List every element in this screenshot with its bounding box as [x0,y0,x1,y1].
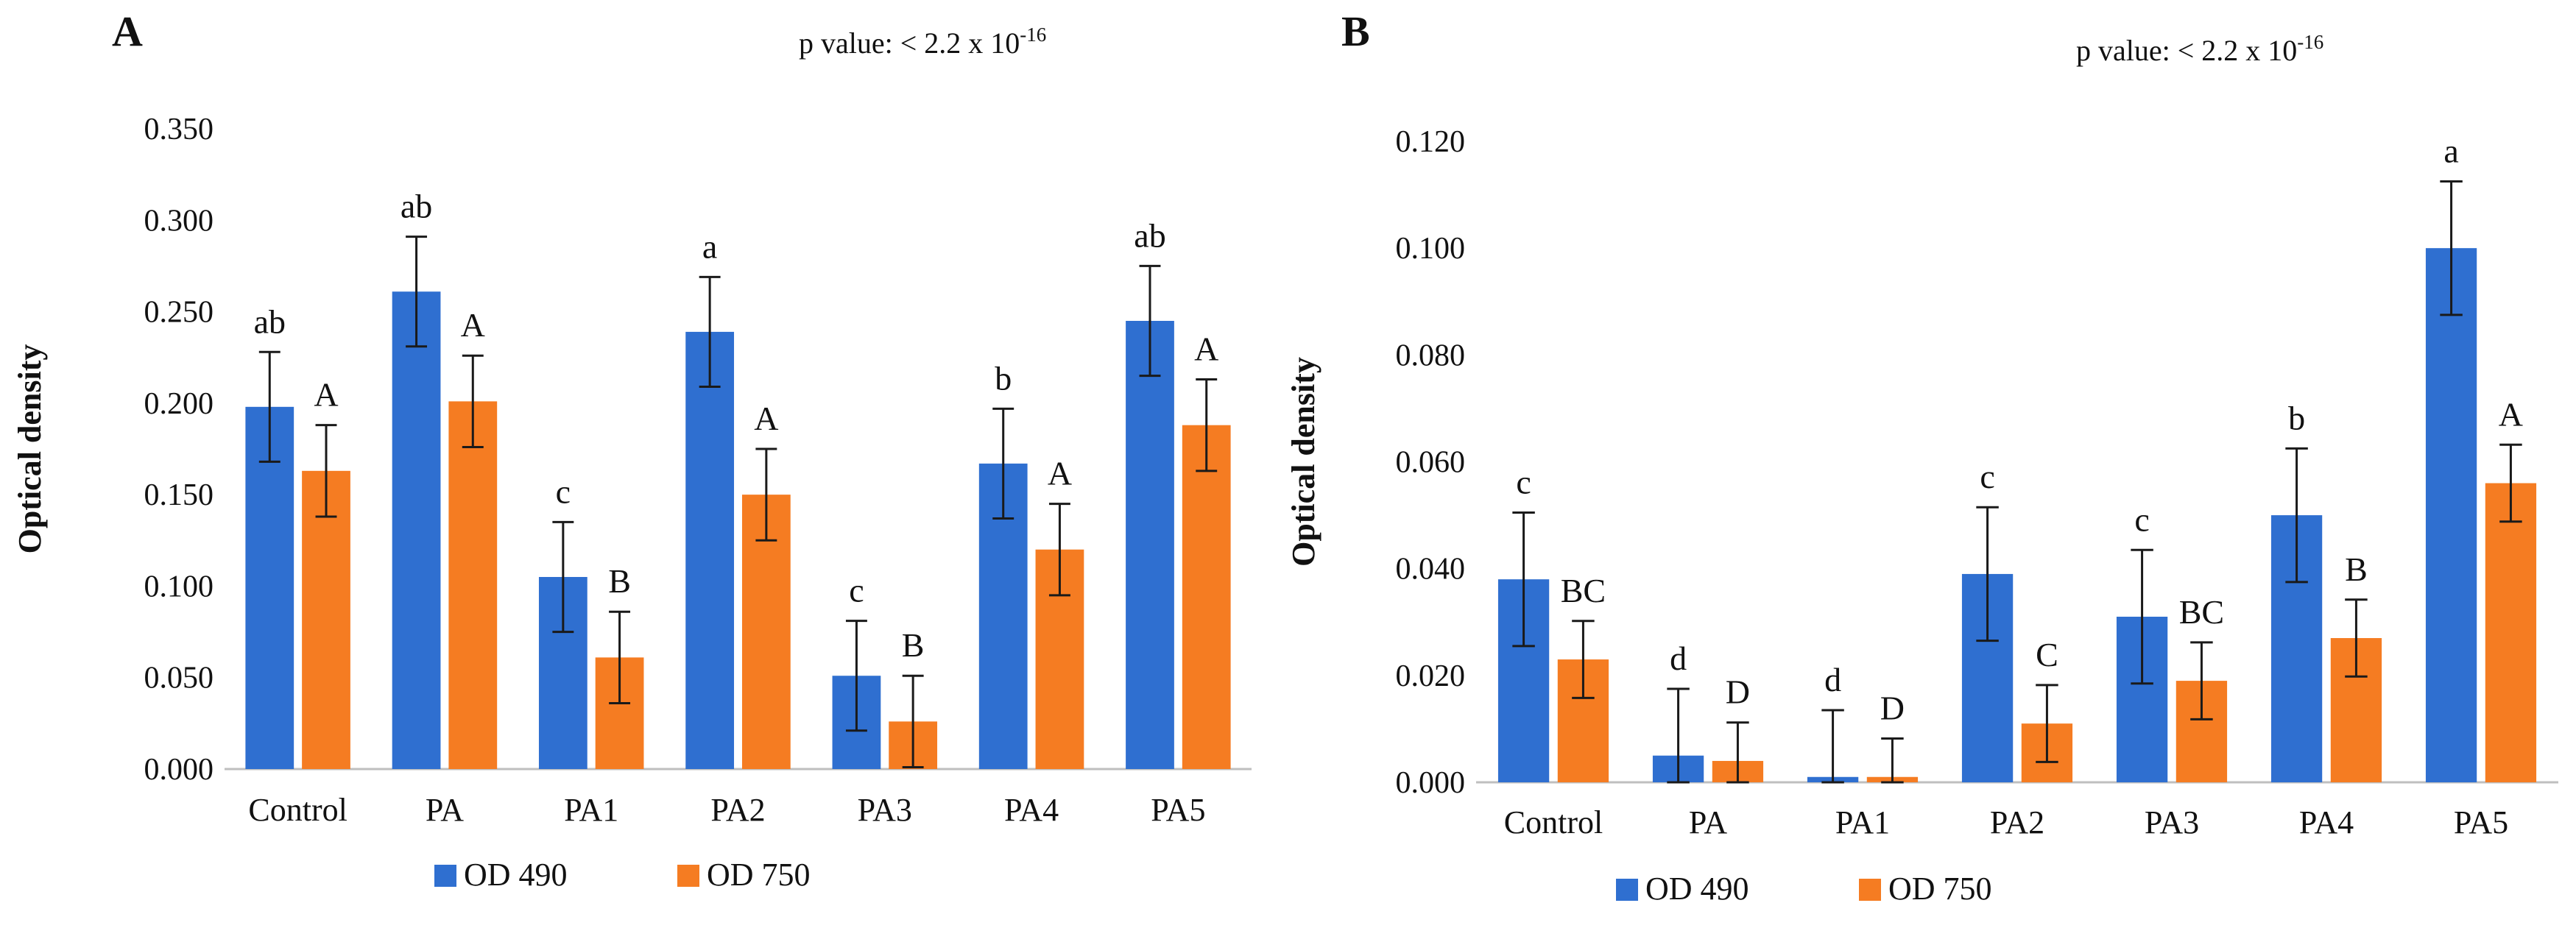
y-tick-label: 0.000 [1396,766,1466,800]
significance-label: A [2499,395,2523,433]
legend-swatch-od750 [1859,879,1881,901]
significance-label: B [608,562,631,600]
p-value-prefix: p value: < 2.2 x 10 [799,26,1020,60]
y-tick-label: 0.250 [144,296,214,330]
x-tick-label: PA1 [1835,804,1890,840]
y-tick-label: 0.020 [1396,659,1466,693]
p-value-label: p value: < 2.2 x 10-16 [799,24,1046,60]
significance-label: BC [2179,593,2224,631]
x-tick-label: PA2 [1990,804,2044,840]
y-tick-label: 0.100 [1396,232,1466,266]
significance-label: c [1980,458,1994,495]
significance-label: ab [1134,216,1165,254]
legend-label: OD 490 [1645,871,1749,907]
significance-label: B [902,626,925,664]
x-tick-label: Control [1504,804,1603,840]
significance-label: b [995,359,1012,397]
y-tick-label: 0.060 [1396,446,1466,480]
panel-label: B [1341,7,1370,55]
significance-label: A [461,306,485,344]
significance-label: c [1516,463,1531,500]
significance-label: D [1726,673,1750,711]
y-tick-label: 0.150 [144,478,214,512]
significance-label: D [1880,689,1905,726]
y-tick-label: 0.040 [1396,553,1466,587]
y-tick-label: 0.350 [144,113,214,146]
significance-label: A [1048,455,1072,492]
p-value-label: p value: < 2.2 x 10-16 [2076,31,2323,67]
significance-label: C [2036,636,2058,673]
y-tick-label: 0.200 [144,387,214,421]
y-axis-label: Optical density [1285,357,1321,567]
y-tick-label: 0.080 [1396,339,1466,372]
y-tick-label: 0.100 [144,570,214,603]
bar-od490 [392,291,441,769]
panel-label: A [112,7,143,55]
legend-swatch-od750 [677,865,699,887]
x-tick-label: PA3 [858,792,912,828]
significance-label: ab [400,188,432,225]
x-tick-label: Control [248,792,347,828]
legend-swatch-od490 [434,865,456,887]
significance-label: d [1824,661,1841,698]
bar-od750 [1182,425,1231,769]
legend-swatch-od490 [1616,879,1638,901]
y-tick-label: 0.120 [1396,125,1466,159]
x-tick-label: PA4 [2299,804,2354,840]
bar-od490 [2425,248,2477,783]
bar-od490 [245,406,294,769]
significance-label: d [1670,640,1687,677]
bar-od490 [685,331,735,769]
x-tick-label: PA2 [710,792,765,828]
p-value-exponent: -16 [2297,31,2323,53]
bar-od750 [302,470,350,769]
significance-label: a [702,227,717,265]
significance-label: c [849,572,864,609]
y-tick-label: 0.050 [144,662,214,695]
significance-label: A [754,400,778,437]
legend-label: OD 750 [1888,871,1992,907]
x-tick-label: PA4 [1004,792,1059,828]
significance-label: c [2134,500,2149,538]
bar-od490 [1126,321,1174,769]
p-value-exponent: -16 [1020,24,1046,46]
significance-label: a [2443,132,2458,169]
x-tick-label: PA1 [564,792,618,828]
x-tick-label: PA [1689,804,1727,840]
significance-label: BC [1561,572,1606,609]
x-tick-label: PA5 [1151,792,1205,828]
significance-label: b [2288,399,2305,436]
significance-label: B [2345,550,2368,588]
y-tick-label: 0.300 [144,204,214,238]
bar-od750 [2485,483,2537,782]
legend-label: OD 750 [707,857,811,893]
legend-label: OD 490 [464,857,568,893]
significance-label: ab [254,302,286,340]
significance-label: A [314,376,338,414]
bar-od750 [448,401,498,769]
x-tick-label: PA [426,792,464,828]
x-tick-label: PA3 [2145,804,2199,840]
x-tick-label: PA5 [2454,804,2508,840]
significance-label: c [556,472,571,510]
y-axis-label: Optical density [12,344,48,554]
significance-label: A [1194,330,1218,368]
y-tick-label: 0.000 [144,753,214,787]
p-value-prefix: p value: < 2.2 x 10 [2076,34,2297,67]
